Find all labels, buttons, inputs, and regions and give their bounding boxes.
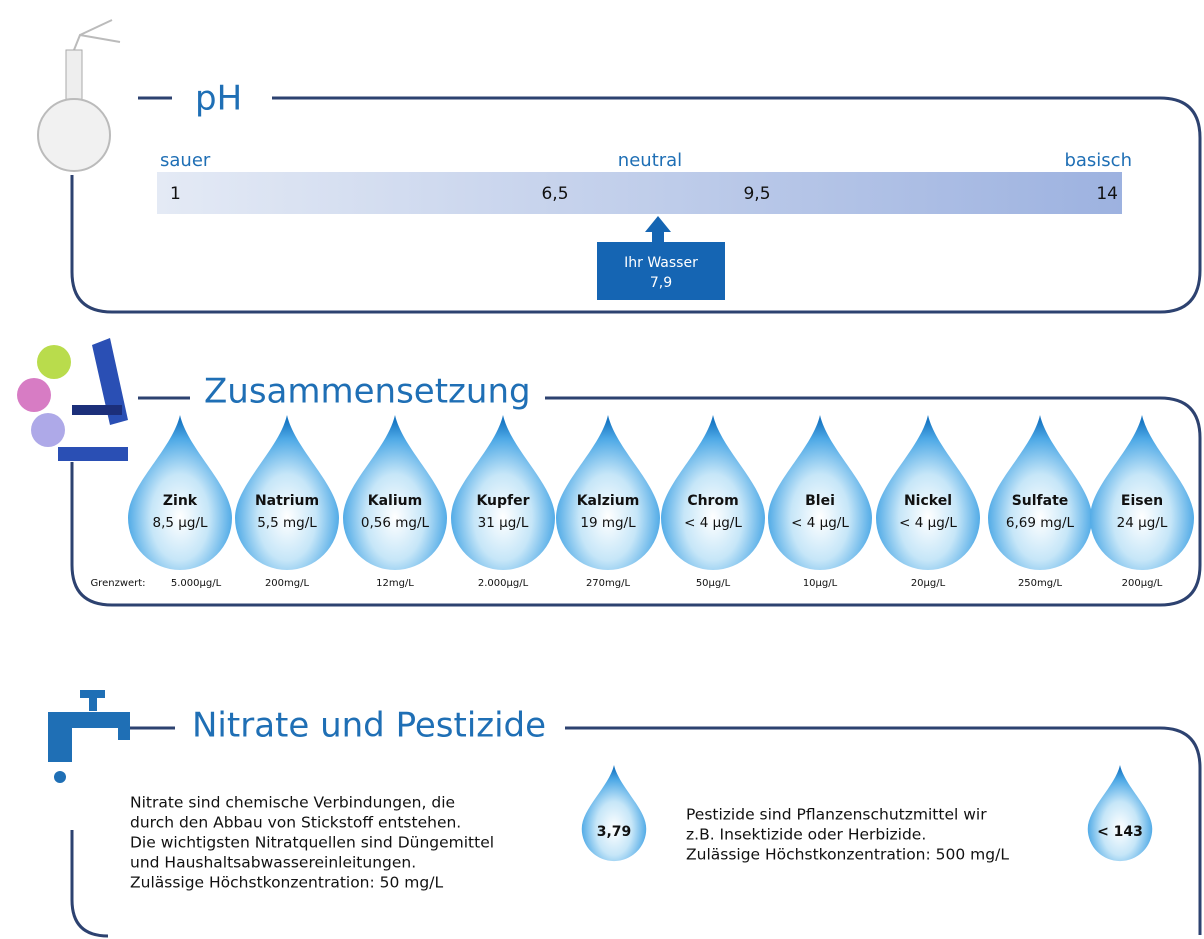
paragraph-line: z.B. Insektizide oder Herbizide. [686, 826, 926, 844]
scale-label: sauer [160, 150, 211, 171]
limit: 12mg/L [376, 578, 414, 589]
drop-name: Chrom [687, 493, 738, 509]
limit: 270mg/L [586, 578, 631, 589]
paragraph-line: Zulässige Höchstkonzentration: 500 mg/L [686, 846, 1009, 864]
drop-value: 8,5 µg/L [153, 515, 208, 531]
drop-value: 19 mg/L [580, 515, 636, 531]
marker-value: 7,9 [650, 275, 672, 291]
drop [582, 765, 646, 861]
limit: 5.000µg/L [171, 578, 222, 589]
paragraph-line: Pestizide sind Pflanzenschutzmittel wir [686, 806, 987, 824]
drop-name: Natrium [255, 493, 319, 509]
drop-name: Kalium [368, 493, 422, 509]
limit: 2.000µg/L [478, 578, 529, 589]
drop-name: Zink [163, 493, 198, 509]
drop-name: Sulfate [1012, 493, 1069, 509]
drop-name: Eisen [1121, 493, 1163, 509]
page: pH sauer neutral basisch 1 6,5 9,5 14 Ih… [0, 0, 1204, 939]
drop-value: < 4 µg/L [684, 515, 742, 531]
drop-value: < 143 [1097, 824, 1143, 840]
paragraph-line: Nitrate sind chemische Verbindungen, die [130, 794, 455, 812]
drop-value: 24 µg/L [1117, 515, 1168, 531]
drop-value: 3,79 [597, 824, 632, 840]
ph-bar [157, 172, 1122, 214]
drop-name: Blei [805, 493, 835, 509]
paragraph-line: Zulässige Höchstkonzentration: 50 mg/L [130, 874, 443, 892]
section-title: pH [195, 79, 242, 119]
scale-value: 6,5 [541, 184, 568, 204]
drops: Zink 8,5 µg/L 5.000µg/L Natrium 5,5 mg/L 200m… [128, 415, 1194, 589]
drop-name: Kupfer [476, 493, 529, 509]
section-title: Nitrate und Pestizide [192, 706, 546, 746]
drop-value: 6,69 mg/L [1006, 515, 1075, 531]
scale-value: 14 [1096, 184, 1118, 204]
paragraph-line: durch den Abbau von Stickstoff entstehen… [130, 814, 461, 832]
drop-value: < 4 µg/L [791, 515, 849, 531]
drop [1088, 765, 1152, 861]
tap-icon [48, 690, 130, 783]
scale-value: 1 [170, 184, 181, 204]
drop-value: < 4 µg/L [899, 515, 957, 531]
microscope-icon [17, 338, 128, 461]
scale-value: 9,5 [743, 184, 770, 204]
paragraph-line: Die wichtigsten Nitratquellen sind Dünge… [130, 834, 494, 852]
drop-value: 0,56 mg/L [361, 515, 430, 531]
paragraph-line: und Haushaltsabwassereinleitungen. [130, 854, 416, 872]
drop-name: Kalzium [577, 493, 640, 509]
scale-label: neutral [618, 150, 682, 171]
marker-arrow [645, 216, 671, 242]
scale-label: basisch [1064, 150, 1132, 171]
limit: 20µg/L [911, 578, 946, 589]
limit-prefix: Grenzwert: [90, 578, 145, 589]
limit: 200mg/L [265, 578, 310, 589]
limit: 50µg/L [696, 578, 731, 589]
marker-box [597, 242, 725, 300]
limit: 250mg/L [1018, 578, 1063, 589]
section-title: Zusammensetzung [204, 372, 531, 412]
limit: 10µg/L [803, 578, 838, 589]
marker-label: Ihr Wasser [624, 255, 698, 271]
drop-value: 5,5 mg/L [257, 515, 317, 531]
drop-name: Nickel [904, 493, 952, 509]
drop-value: 31 µg/L [478, 515, 529, 531]
nitrates: Nitrate sind chemische Verbindungen, die… [130, 765, 1152, 892]
flask-icon [38, 20, 120, 171]
limit: 200µg/L [1122, 578, 1163, 589]
